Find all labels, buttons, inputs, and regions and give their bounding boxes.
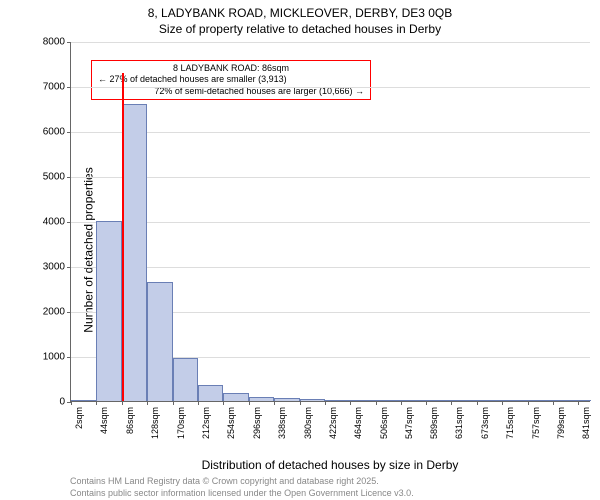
x-tick-label: 170sqm <box>176 407 186 439</box>
gridline <box>71 42 590 43</box>
x-tick-label: 506sqm <box>379 407 389 439</box>
histogram-bar <box>325 400 350 401</box>
plot-area: 8 LADYBANK ROAD: 86sqm ← 27% of detached… <box>70 42 590 402</box>
x-tick-label: 338sqm <box>277 407 287 439</box>
histogram-bar <box>401 400 426 401</box>
y-tick-mark <box>67 87 71 88</box>
x-tick-mark <box>274 401 275 405</box>
x-tick-label: 128sqm <box>150 407 160 439</box>
x-tick-label: 799sqm <box>556 407 566 439</box>
histogram-bar <box>528 400 553 401</box>
x-tick-label: 212sqm <box>201 407 211 439</box>
x-tick-mark <box>451 401 452 405</box>
y-tick-label: 3000 <box>43 262 65 273</box>
gridline <box>71 177 590 178</box>
y-tick-mark <box>67 357 71 358</box>
x-tick-mark <box>249 401 250 405</box>
x-tick-mark <box>71 401 72 405</box>
y-tick-label: 5000 <box>43 172 65 183</box>
histogram-bar <box>147 282 172 401</box>
x-tick-label: 589sqm <box>429 407 439 439</box>
chart-title-line1: 8, LADYBANK ROAD, MICKLEOVER, DERBY, DE3… <box>0 6 600 20</box>
x-tick-mark <box>325 401 326 405</box>
x-tick-label: 44sqm <box>99 407 109 434</box>
histogram-bar <box>274 398 299 401</box>
x-tick-mark <box>173 401 174 405</box>
x-tick-mark <box>147 401 148 405</box>
x-tick-label: 422sqm <box>328 407 338 439</box>
histogram-bar <box>71 400 96 401</box>
x-tick-label: 631sqm <box>454 407 464 439</box>
gridline <box>71 222 590 223</box>
histogram-bar <box>502 400 527 401</box>
histogram-bar <box>173 358 198 401</box>
annotation-line2: ← 27% of detached houses are smaller (3,… <box>98 74 364 85</box>
histogram-bar <box>426 400 451 401</box>
y-tick-label: 0 <box>59 397 65 408</box>
footer-line1: Contains HM Land Registry data © Crown c… <box>70 476 379 486</box>
chart-title-line2: Size of property relative to detached ho… <box>0 22 600 36</box>
y-tick-label: 2000 <box>43 307 65 318</box>
x-tick-mark <box>376 401 377 405</box>
marker-line <box>122 73 124 402</box>
x-tick-mark <box>528 401 529 405</box>
x-tick-mark <box>477 401 478 405</box>
x-tick-label: 757sqm <box>531 407 541 439</box>
histogram-bar <box>578 400 591 401</box>
x-tick-label: 296sqm <box>252 407 262 439</box>
histogram-bar <box>96 221 121 401</box>
y-tick-mark <box>67 267 71 268</box>
x-tick-label: 464sqm <box>353 407 363 439</box>
gridline <box>71 87 590 88</box>
histogram-bar <box>451 400 476 401</box>
x-tick-label: 86sqm <box>125 407 135 434</box>
x-tick-mark <box>198 401 199 405</box>
histogram-bar <box>477 400 502 401</box>
x-tick-label: 2sqm <box>74 407 84 429</box>
x-tick-mark <box>426 401 427 405</box>
histogram-bar <box>122 104 147 401</box>
x-tick-mark <box>502 401 503 405</box>
x-tick-mark <box>350 401 351 405</box>
histogram-bar <box>198 385 223 401</box>
x-tick-mark <box>96 401 97 405</box>
x-tick-mark <box>122 401 123 405</box>
x-tick-label: 547sqm <box>404 407 414 439</box>
histogram-bar <box>249 397 274 402</box>
histogram-bar <box>223 393 248 401</box>
annotation-box: 8 LADYBANK ROAD: 86sqm ← 27% of detached… <box>91 60 371 100</box>
y-tick-label: 8000 <box>43 37 65 48</box>
chart-container: 8, LADYBANK ROAD, MICKLEOVER, DERBY, DE3… <box>0 0 600 500</box>
x-tick-label: 841sqm <box>581 407 591 439</box>
y-tick-mark <box>67 222 71 223</box>
gridline <box>71 132 590 133</box>
y-tick-label: 7000 <box>43 82 65 93</box>
y-tick-mark <box>67 42 71 43</box>
y-tick-mark <box>67 312 71 313</box>
x-tick-label: 715sqm <box>505 407 515 439</box>
x-tick-mark <box>223 401 224 405</box>
y-tick-label: 4000 <box>43 217 65 228</box>
x-tick-mark <box>300 401 301 405</box>
x-tick-label: 380sqm <box>303 407 313 439</box>
gridline <box>71 267 590 268</box>
histogram-bar <box>376 400 401 401</box>
y-tick-mark <box>67 132 71 133</box>
y-tick-label: 1000 <box>43 352 65 363</box>
y-tick-mark <box>67 177 71 178</box>
histogram-bar <box>350 400 375 401</box>
x-tick-mark <box>401 401 402 405</box>
x-tick-mark <box>578 401 579 405</box>
footer-line2: Contains public sector information licen… <box>70 488 414 498</box>
histogram-bar <box>553 400 578 401</box>
histogram-bar <box>300 399 325 401</box>
annotation-line1: 8 LADYBANK ROAD: 86sqm <box>98 63 364 74</box>
y-tick-label: 6000 <box>43 127 65 138</box>
x-tick-mark <box>553 401 554 405</box>
x-axis-label: Distribution of detached houses by size … <box>70 458 590 472</box>
x-tick-label: 254sqm <box>226 407 236 439</box>
x-tick-label: 673sqm <box>480 407 490 439</box>
